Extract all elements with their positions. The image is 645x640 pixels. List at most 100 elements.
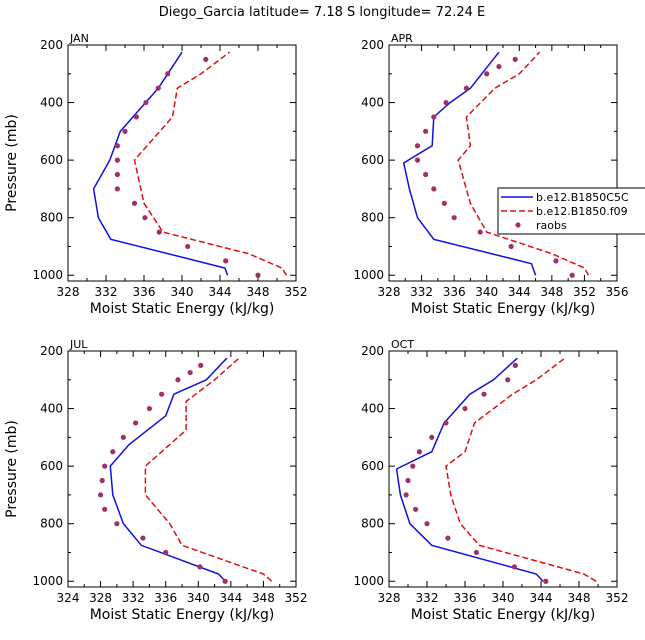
x-tick-label: 328 <box>378 285 401 299</box>
obs-point <box>102 506 108 512</box>
series-line-f09 <box>144 357 273 582</box>
series-line-c5c <box>109 357 228 582</box>
obs-point <box>451 215 457 221</box>
x-tick-label: 328 <box>89 591 112 605</box>
x-tick-label: 328 <box>57 285 80 299</box>
obs-point <box>97 492 104 498</box>
obs-point <box>114 171 120 178</box>
x-tick-label: 340 <box>187 591 210 605</box>
obs-point <box>163 549 169 556</box>
obs-point <box>543 578 549 584</box>
x-tick-label: 344 <box>508 285 531 299</box>
x-tick-label: 328 <box>378 591 401 605</box>
y-tick-label: 400 <box>361 402 384 416</box>
obs-point <box>131 200 138 206</box>
obs-point <box>413 506 419 512</box>
obs-point <box>481 391 487 397</box>
y-tick-label: 400 <box>40 402 63 416</box>
obs-point <box>462 405 468 412</box>
obs-point <box>197 564 203 570</box>
obs-point <box>142 215 148 221</box>
x-axis-label: Moist Static Energy (kJ/kg) <box>90 607 275 623</box>
obs-point <box>463 85 469 91</box>
x-tick-label: 348 <box>247 285 270 299</box>
obs-point <box>187 369 193 376</box>
x-tick-label: 348 <box>568 591 591 605</box>
obs-point <box>114 186 120 192</box>
obs-point <box>414 157 421 163</box>
x-tick-label: 336 <box>154 591 177 605</box>
obs-point <box>414 143 421 149</box>
obs-point <box>496 63 502 70</box>
x-tick-label: 352 <box>573 285 596 299</box>
obs-point <box>114 521 120 527</box>
obs-point <box>255 272 261 278</box>
y-tick-label: 600 <box>361 459 384 473</box>
obs-point <box>473 549 479 556</box>
obs-point <box>512 56 518 62</box>
y-tick-label: 800 <box>361 517 384 531</box>
obs-point <box>175 377 181 383</box>
y-tick-label: 800 <box>40 517 63 531</box>
y-tick-label: 600 <box>40 459 63 473</box>
obs-point <box>110 449 116 455</box>
panel-jan: JAN 328 332 336 340 344 348 352 200 400 600 800 1000… <box>4 32 307 317</box>
obs-point <box>222 578 228 584</box>
obs-point <box>146 405 153 412</box>
legend-swatch-dot <box>515 222 521 228</box>
x-tick-label: 324 <box>57 591 80 605</box>
obs-point <box>416 449 422 455</box>
series-line-c5c <box>92 51 229 276</box>
obs-point <box>569 272 575 278</box>
x-tick-label: 332 <box>416 591 439 605</box>
y-tick-label: 200 <box>361 38 384 52</box>
obs-point <box>477 229 483 235</box>
x-tick-label: 352 <box>285 591 308 605</box>
obs-point <box>140 535 146 541</box>
y-tick-label: 800 <box>361 211 384 225</box>
y-tick-label: 1000 <box>353 268 384 282</box>
x-tick-label: 332 <box>95 285 118 299</box>
obs-point <box>114 143 120 149</box>
series-line-f09 <box>457 51 590 276</box>
x-tick-label: 340 <box>492 591 515 605</box>
x-tick-label: 344 <box>219 591 242 605</box>
panel-oct: OCT 328 332 336 340 344 348 352 200 400 600 800 1000… <box>353 338 628 623</box>
x-tick-label: 348 <box>540 285 563 299</box>
obs-point <box>553 258 559 264</box>
obs-point <box>132 420 139 426</box>
obs-point <box>429 434 435 440</box>
series-group <box>97 357 273 584</box>
y-tick-label: 800 <box>40 211 63 225</box>
x-tick-label: 352 <box>606 591 629 605</box>
x-tick-label: 340 <box>171 285 194 299</box>
plot-frame <box>388 44 618 282</box>
y-tick-label: 400 <box>361 96 384 110</box>
obs-point <box>431 114 437 120</box>
obs-point <box>405 477 411 484</box>
obs-point <box>99 477 105 484</box>
panel-label: JUL <box>69 338 88 351</box>
obs-point <box>120 434 126 440</box>
x-tick-label: 332 <box>410 285 433 299</box>
obs-point <box>484 71 490 77</box>
obs-point <box>508 243 514 250</box>
y-tick-label: 200 <box>40 344 63 358</box>
plot-frame <box>67 350 297 588</box>
obs-point <box>185 243 191 250</box>
x-tick-label: 348 <box>252 591 275 605</box>
obs-point <box>133 114 139 120</box>
x-tick-label: 332 <box>122 591 145 605</box>
y-tick-label: 1000 <box>32 574 63 588</box>
obs-point <box>203 56 209 62</box>
y-axis-label: Pressure (mb) <box>4 420 20 518</box>
obs-point <box>443 99 449 106</box>
legend-label: b.e12.B1850C5C <box>536 191 629 204</box>
y-tick-label: 1000 <box>32 268 63 282</box>
obs-point <box>505 377 511 383</box>
obs-point <box>122 128 128 134</box>
x-tick-label: 352 <box>285 285 308 299</box>
obs-point <box>143 99 149 106</box>
legend-label: b.e12.B1850.f09 <box>536 205 628 218</box>
